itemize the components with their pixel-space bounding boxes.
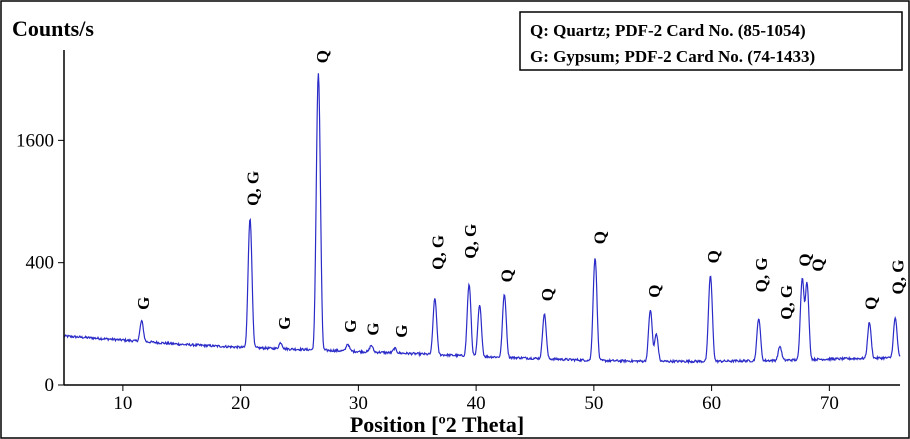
x-tick-label: 30 (349, 393, 368, 414)
peak-label: Q, G (428, 235, 447, 270)
y-tick-label: 0 (45, 375, 55, 396)
x-tick-label: 60 (702, 393, 721, 414)
legend-box (519, 11, 903, 71)
peak-label: G (364, 322, 383, 335)
peak-label: Q (645, 285, 664, 298)
peak-label: Q, G (889, 260, 908, 295)
x-tick-label: 40 (467, 393, 486, 414)
peak-label: Q (498, 269, 517, 282)
tick-layer: 10 20 30 40 50 60 70 0 400 1600 (16, 130, 839, 414)
peak-label: G (134, 297, 153, 310)
peak-label: Q (862, 297, 881, 310)
series-line (63, 73, 901, 365)
y-tick-label: 400 (26, 253, 55, 274)
peak-label: G (275, 317, 294, 330)
peak-label: G (392, 325, 411, 338)
peak-label: G (341, 320, 360, 333)
peak-label: Q, G (243, 171, 262, 206)
peak-label: Q (538, 288, 557, 301)
peak-label: Q (704, 250, 723, 263)
legend-entry-gypsum: G: Gypsum; PDF-2 Card No. (74-1433) (530, 47, 815, 66)
peak-label: Q (591, 231, 610, 244)
peak-label: Q, G (752, 257, 771, 292)
y-tick-label: 1600 (16, 130, 54, 151)
peak-label: Q, G (461, 224, 480, 259)
x-tick-label: 10 (113, 393, 132, 414)
peak-label: Q (809, 258, 828, 271)
peak-label: Q (313, 50, 332, 63)
x-tick-label: 70 (820, 393, 839, 414)
y-axis-label: Counts/s (12, 16, 94, 41)
legend-entry-quartz: Q: Quartz; PDF-2 Card No. (85-1054) (530, 21, 806, 40)
peak-label: Q (796, 253, 815, 266)
legend: Q: Quartz; PDF-2 Card No. (85-1054) G: G… (519, 11, 903, 71)
peak-label: Q, G (777, 285, 796, 320)
x-tick-label: 20 (231, 393, 250, 414)
x-axis-label: Position [º2 Theta] (350, 412, 524, 437)
x-tick-label: 50 (584, 393, 603, 414)
